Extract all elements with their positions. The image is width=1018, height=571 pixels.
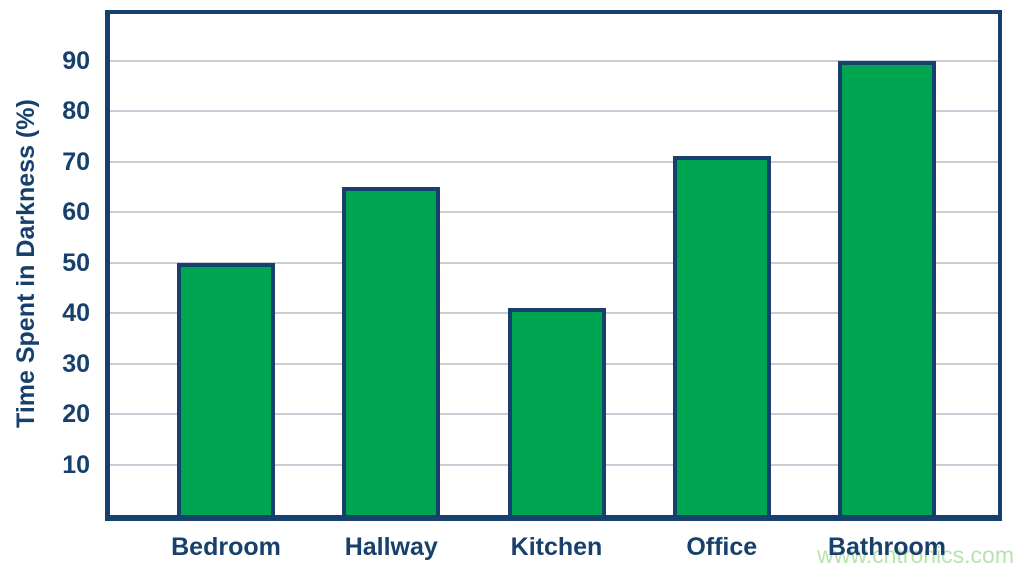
x-tick-label: Hallway [344, 533, 438, 561]
y-tick-label: 10 [62, 450, 90, 479]
bar-kitchen [507, 307, 606, 515]
bar-hallway [342, 186, 441, 515]
y-tick-label: 20 [62, 400, 90, 428]
gridline-60 [110, 211, 998, 213]
gridline-90 [110, 59, 998, 62]
gridline-80 [110, 110, 998, 112]
y-tick-label: 30 [62, 349, 90, 378]
y-tick-label: 90 [62, 46, 90, 75]
bar-bathroom [838, 60, 936, 515]
bar-bedroom [177, 262, 275, 515]
bar-office [672, 156, 771, 515]
x-tick-label: Office [686, 533, 758, 561]
y-tick-label: 60 [62, 198, 90, 226]
y-tick-label: 50 [62, 248, 90, 277]
plot-area [105, 10, 1002, 521]
gridline-70 [110, 160, 998, 163]
gridline-50 [110, 261, 998, 264]
watermark: www.cntronics.com [817, 542, 1014, 568]
y-tick-label: 40 [62, 299, 90, 327]
x-tick-label: Kitchen [510, 533, 603, 561]
y-tick-label: 80 [62, 97, 90, 125]
x-tick-label: Bathroom [827, 533, 947, 561]
x-tick-label: Bedroom [171, 533, 281, 561]
y-tick-label: 70 [62, 147, 90, 176]
